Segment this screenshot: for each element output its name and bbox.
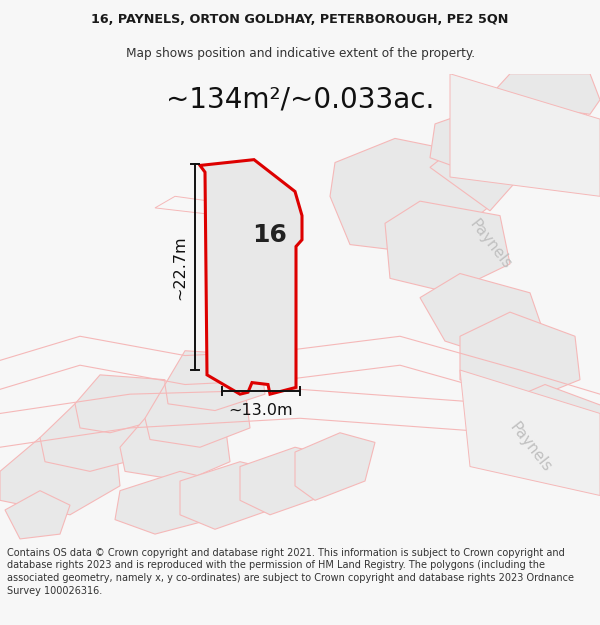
Polygon shape [115, 471, 220, 534]
Polygon shape [165, 351, 265, 411]
Text: Paynels: Paynels [466, 217, 514, 272]
Polygon shape [450, 74, 600, 196]
Polygon shape [385, 201, 510, 293]
Polygon shape [75, 375, 165, 432]
Text: 16: 16 [253, 223, 287, 247]
Polygon shape [120, 418, 230, 481]
Polygon shape [330, 138, 490, 254]
Text: Map shows position and indicative extent of the property.: Map shows position and indicative extent… [125, 48, 475, 61]
Polygon shape [40, 404, 145, 471]
Polygon shape [430, 143, 520, 211]
Text: Paynels: Paynels [506, 419, 554, 475]
Polygon shape [460, 370, 600, 496]
Polygon shape [295, 432, 375, 501]
Text: ~134m²/~0.033ac.: ~134m²/~0.033ac. [166, 86, 434, 114]
Polygon shape [200, 159, 302, 394]
Polygon shape [495, 384, 600, 466]
Polygon shape [5, 491, 70, 539]
Text: Contains OS data © Crown copyright and database right 2021. This information is : Contains OS data © Crown copyright and d… [7, 548, 574, 596]
Text: 16, PAYNELS, ORTON GOLDHAY, PETERBOROUGH, PE2 5QN: 16, PAYNELS, ORTON GOLDHAY, PETERBOROUGH… [91, 13, 509, 26]
Polygon shape [430, 104, 540, 172]
Polygon shape [180, 462, 280, 529]
Polygon shape [145, 384, 250, 448]
Polygon shape [495, 74, 600, 114]
Polygon shape [490, 90, 590, 162]
Polygon shape [0, 438, 120, 515]
Polygon shape [420, 274, 545, 356]
Polygon shape [460, 312, 580, 404]
Text: ~22.7m: ~22.7m [172, 235, 187, 299]
Text: ~13.0m: ~13.0m [229, 403, 293, 418]
Polygon shape [240, 448, 335, 515]
